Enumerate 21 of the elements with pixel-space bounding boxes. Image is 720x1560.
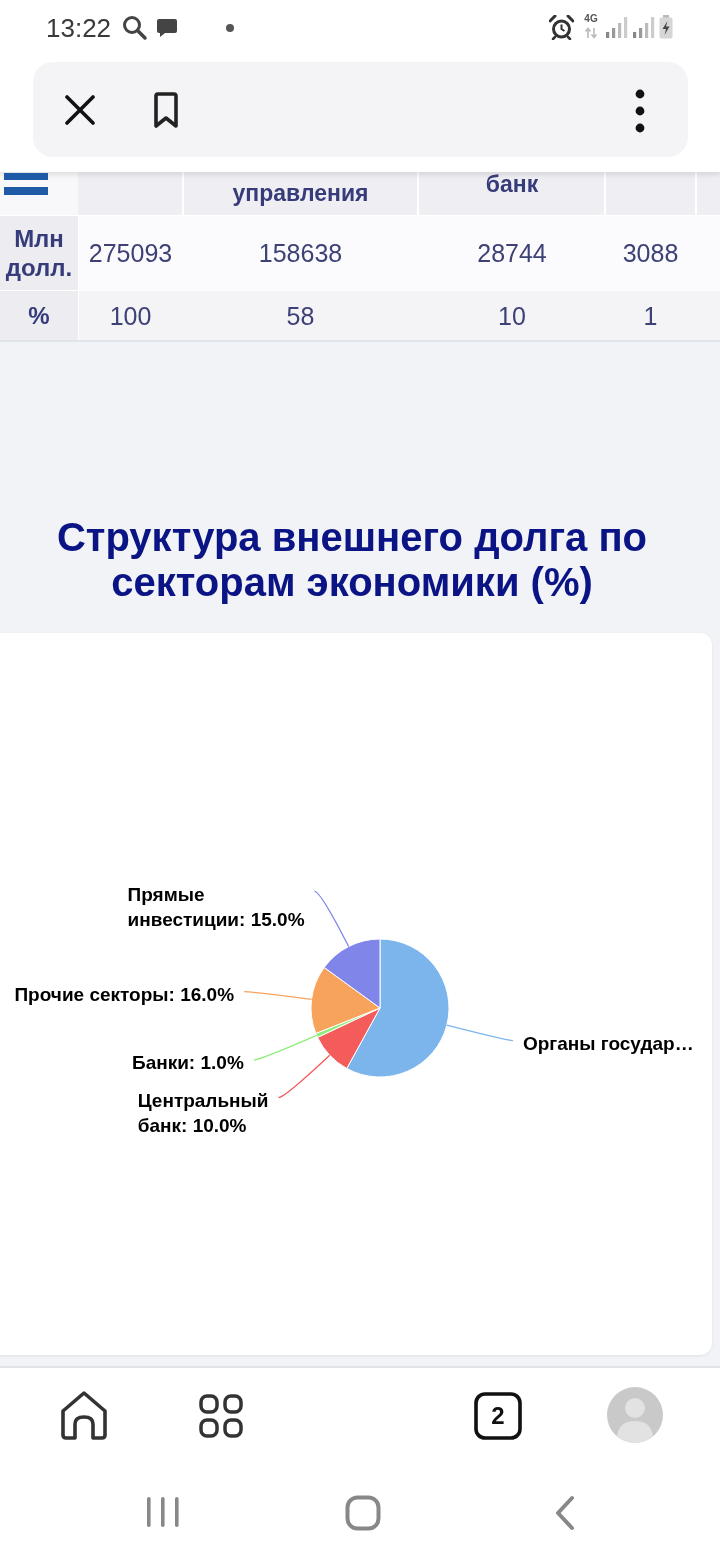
slice-label: Прямые инвестиции: 15.0% [127, 883, 305, 930]
text: 100 [109, 300, 152, 331]
slice-label: Органы государ… [522, 1032, 694, 1054]
text: 13:22 [46, 12, 112, 45]
text: % [28, 300, 50, 331]
text: банк [485, 170, 539, 199]
slice-label: Банки: 1.0% [131, 1052, 244, 1074]
chart-title: Структура внешнего долга по секторам экономики (%) [56, 515, 648, 604]
text: Млн долл. [4, 224, 74, 282]
text: управления [232, 179, 369, 208]
text: 158638 [258, 238, 343, 268]
slice-label: Прочие секторы: 16.0% [14, 983, 235, 1005]
text: 2 [491, 1401, 505, 1431]
text: 275093 [88, 238, 173, 268]
text: 10 [498, 300, 526, 331]
text: 1 [643, 300, 658, 331]
text: 58 [286, 300, 315, 331]
text: 28744 [477, 238, 547, 268]
text: 4G [584, 12, 598, 26]
slice-label: Центральный банк: 10.0% [137, 1089, 269, 1136]
text: 3088 [622, 238, 679, 268]
